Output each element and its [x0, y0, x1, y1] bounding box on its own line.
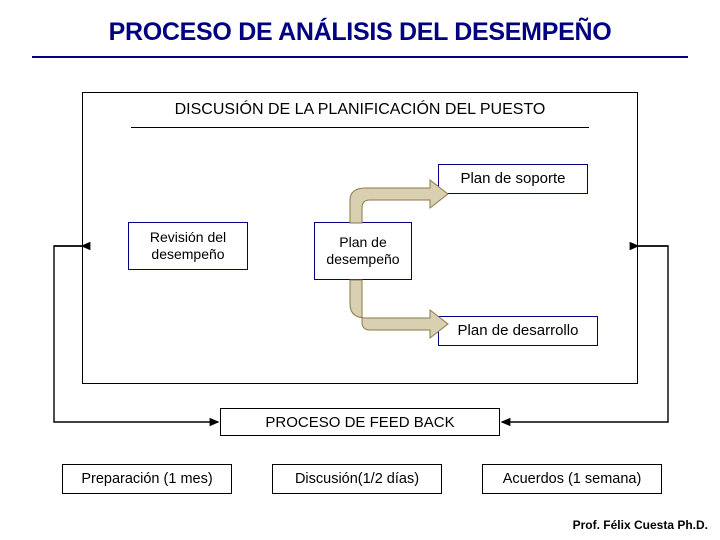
- node-label: Plan de soporte: [460, 170, 565, 188]
- node-plan-soporte: Plan de soporte: [438, 164, 588, 194]
- step-discusion: Discusión(1/2 días): [272, 464, 442, 494]
- step-preparacion: Preparación (1 mes): [62, 464, 232, 494]
- step-label: Discusión(1/2 días): [295, 471, 419, 487]
- node-label: Revisión del desempeño: [133, 229, 243, 263]
- title-underline: [32, 56, 688, 58]
- node-label: Plan de desarrollo: [458, 322, 579, 340]
- feedback-label-box: PROCESO DE FEED BACK: [220, 408, 500, 436]
- main-section-heading: DISCUSIÓN DE LA PLANIFICACIÓN DEL PUESTO: [83, 101, 637, 119]
- step-acuerdos: Acuerdos (1 semana): [482, 464, 662, 494]
- feedback-label: PROCESO DE FEED BACK: [265, 414, 454, 431]
- heading-divider: [131, 127, 589, 128]
- node-plan-desempeno: Plan de desempeño: [314, 222, 412, 280]
- step-label: Preparación (1 mes): [81, 471, 212, 487]
- node-revision-desempeno: Revisión del desempeño: [128, 222, 248, 270]
- step-label: Acuerdos (1 semana): [503, 471, 642, 487]
- footer-credit: Prof. Félix Cuesta Ph.D.: [573, 518, 708, 532]
- node-label: Plan de desempeño: [319, 234, 407, 268]
- page-title: PROCESO DE ANÁLISIS DEL DESEMPEÑO: [0, 18, 720, 47]
- node-plan-desarrollo: Plan de desarrollo: [438, 316, 598, 346]
